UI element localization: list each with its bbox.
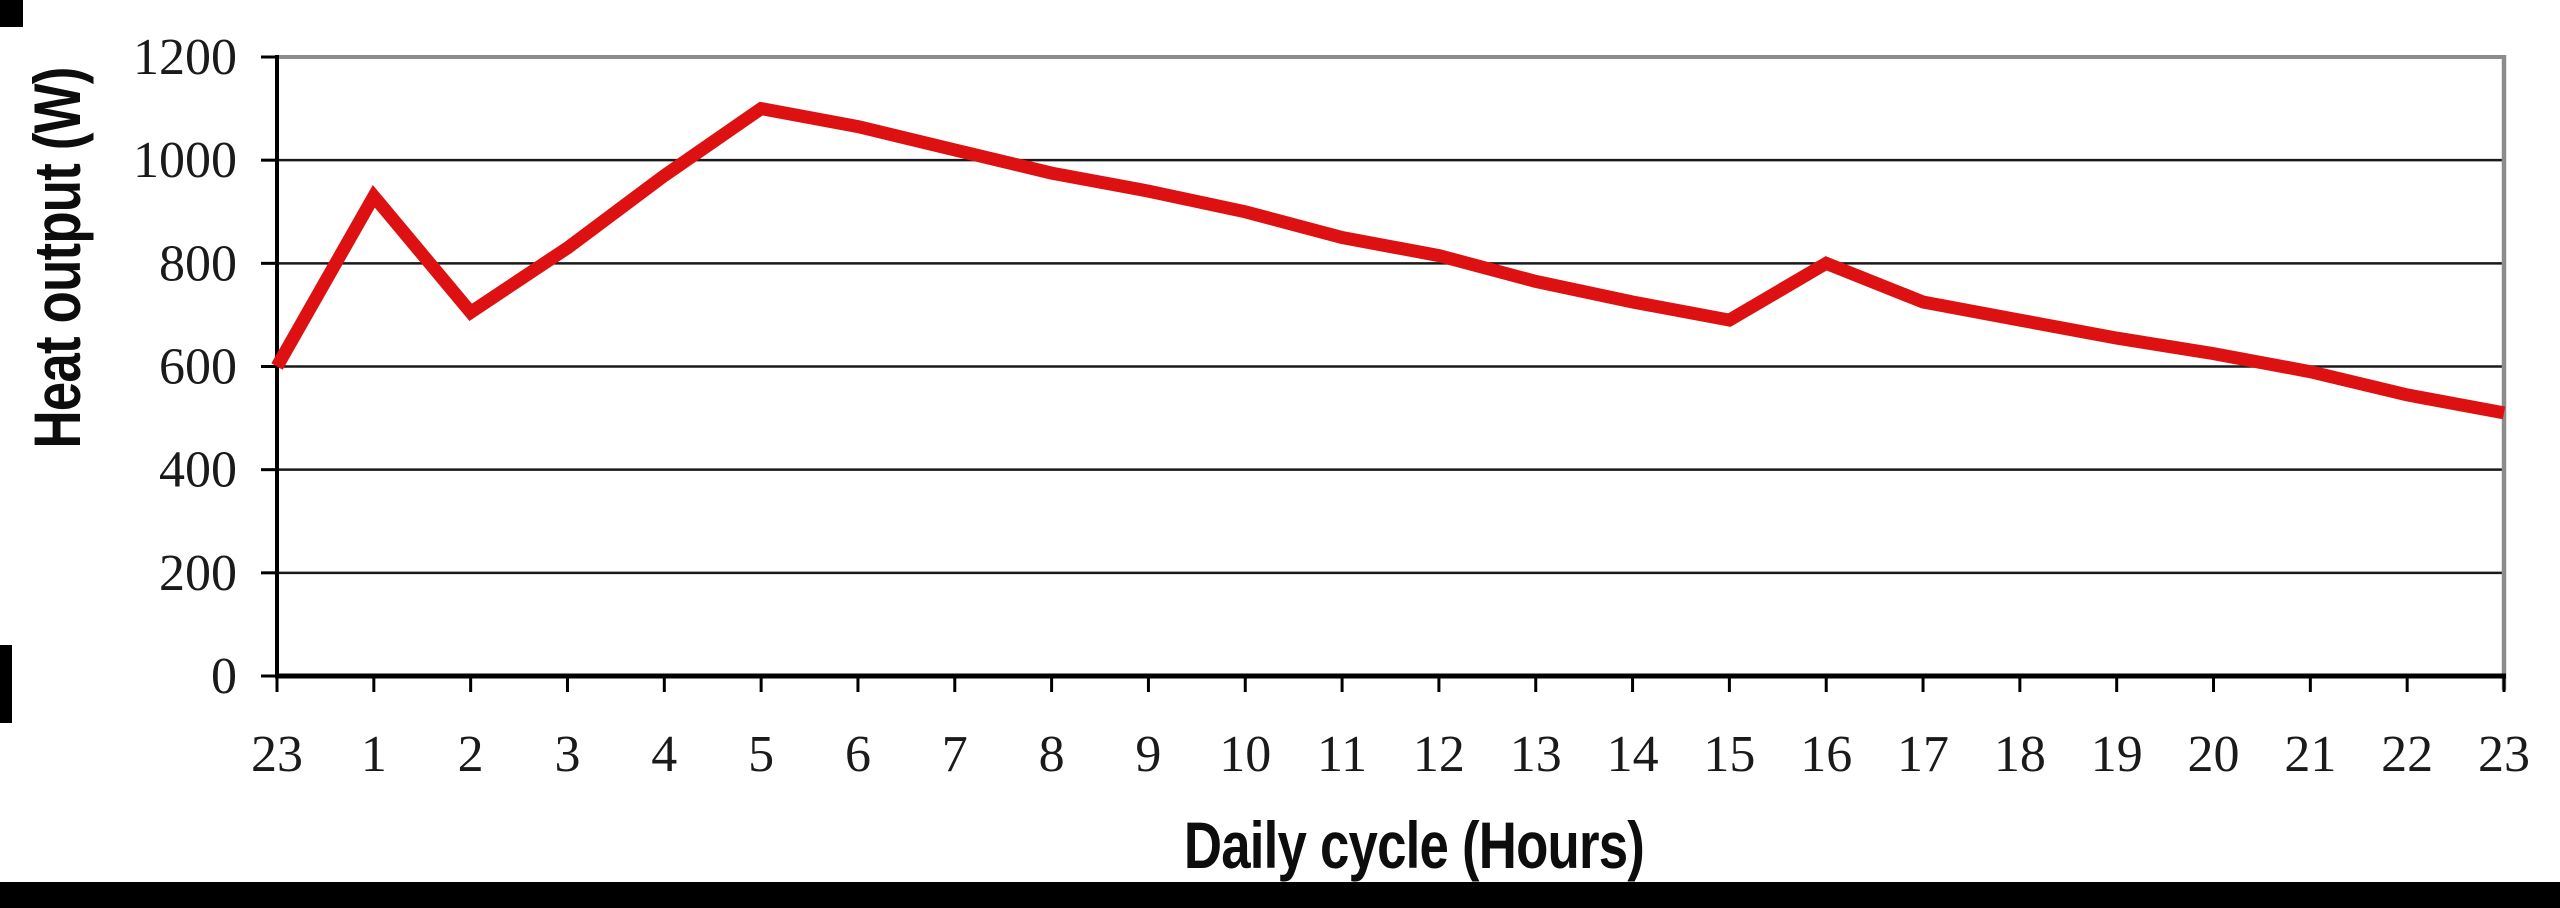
- x-tick-label: 3: [554, 726, 580, 783]
- y-axis-title: Heat output (W): [20, 67, 94, 449]
- y-tick-label: 400: [159, 442, 237, 499]
- x-tick-label: 20: [2188, 726, 2240, 783]
- y-tick-label: 1000: [133, 132, 237, 189]
- x-tick-label: 8: [1039, 726, 1065, 783]
- heat-output-line: [271, 101, 2506, 420]
- x-axis-title: Daily cycle (Hours): [1183, 808, 1645, 882]
- x-tick-label: 2: [458, 726, 484, 783]
- y-tick-label: 0: [211, 648, 237, 705]
- x-tick-label: 21: [2284, 726, 2336, 783]
- x-tick-label: 12: [1413, 726, 1465, 783]
- scan-artifact-top-left: [0, 0, 23, 27]
- x-tick-label: 22: [2381, 726, 2433, 783]
- y-tick-label: 800: [159, 235, 237, 292]
- x-tick-label: 4: [651, 726, 677, 783]
- x-tick-label: 14: [1607, 726, 1659, 783]
- x-tick-label: 5: [748, 726, 774, 783]
- x-tick-label: 1: [361, 726, 387, 783]
- scan-artifact-bottom-bar: [0, 882, 2560, 908]
- x-tick-label: 16: [1800, 726, 1852, 783]
- x-tick-label: 15: [1703, 726, 1755, 783]
- scan-artifact-left-edge: [0, 645, 12, 723]
- x-tick-label: 7: [942, 726, 968, 783]
- x-tick-label: 9: [1135, 726, 1161, 783]
- x-tick-label: 10: [1219, 726, 1271, 783]
- x-tick-label: 6: [845, 726, 871, 783]
- x-tick-label: 13: [1510, 726, 1562, 783]
- x-tick-label: 11: [1317, 726, 1367, 783]
- x-tick-label: 23: [251, 726, 303, 783]
- y-tick-label: 600: [159, 339, 237, 396]
- y-tick-label: 1200: [133, 29, 237, 86]
- x-tick-label: 23: [2478, 726, 2530, 783]
- x-tick-label: 19: [2091, 726, 2143, 783]
- x-tick-label: 18: [1994, 726, 2046, 783]
- x-tick-label: 17: [1897, 726, 1949, 783]
- y-tick-label: 200: [159, 545, 237, 602]
